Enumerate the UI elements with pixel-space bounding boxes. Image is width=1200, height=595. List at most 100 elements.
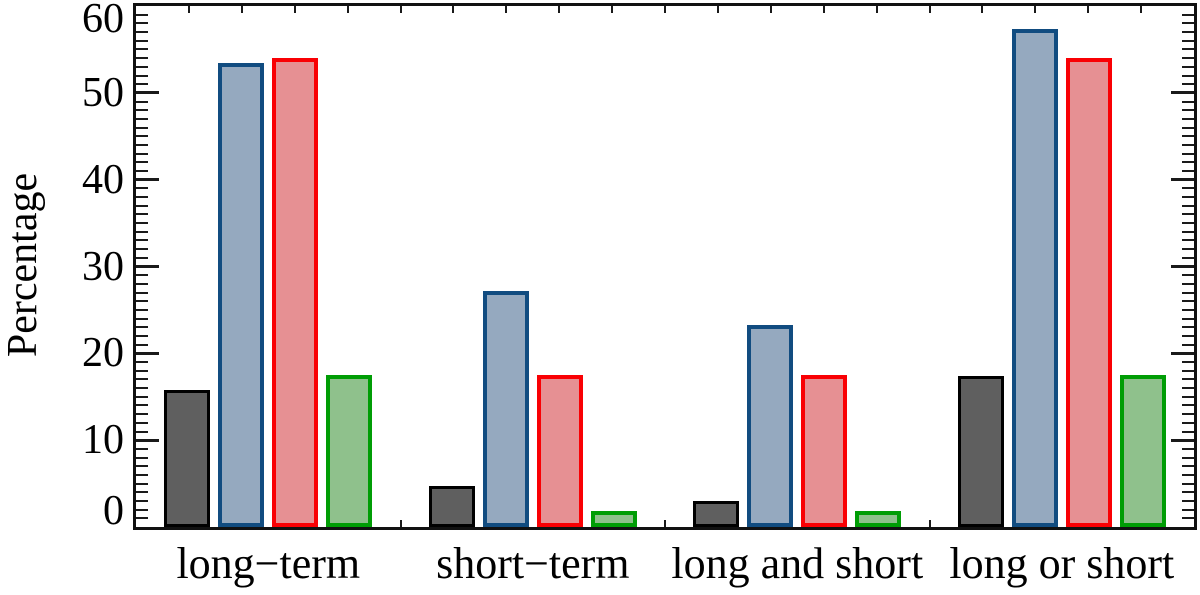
y-minor-tick-right bbox=[1182, 230, 1194, 233]
y-minor-tick-right bbox=[1182, 256, 1194, 259]
y-tick-label-50: 50 bbox=[82, 69, 124, 116]
y-minor-tick-left bbox=[136, 508, 148, 511]
y-minor-tick-right bbox=[1182, 187, 1194, 190]
y-minor-tick-right bbox=[1182, 326, 1194, 329]
y-tick-label-30: 30 bbox=[82, 243, 124, 290]
y-minor-tick-right bbox=[1182, 369, 1194, 372]
y-minor-tick-right bbox=[1182, 378, 1194, 381]
y-minor-tick-left bbox=[136, 456, 148, 459]
y-minor-tick-right bbox=[1182, 508, 1194, 511]
y-minor-tick-right bbox=[1182, 135, 1194, 138]
y-minor-tick-right bbox=[1182, 48, 1194, 51]
y-minor-tick-left bbox=[136, 447, 148, 450]
x-minor-tick-top bbox=[346, 6, 349, 13]
category-label-2: short−term bbox=[436, 539, 630, 588]
category-label-4: long or short bbox=[949, 539, 1175, 588]
y-minor-tick-left bbox=[136, 248, 148, 251]
category-label-3: long and short bbox=[671, 539, 924, 588]
x-minor-tick-top bbox=[664, 6, 666, 13]
y-minor-tick-left bbox=[136, 161, 148, 164]
x-minor-tick-top bbox=[1140, 6, 1143, 13]
y-minor-tick-left bbox=[136, 413, 148, 416]
bar-red-group2 bbox=[536, 375, 583, 527]
y-minor-tick-right bbox=[1182, 39, 1194, 42]
y-minor-tick-right bbox=[1182, 239, 1194, 242]
x-minor-tick-top bbox=[452, 6, 455, 13]
y-minor-tick-left bbox=[136, 100, 148, 103]
y-minor-tick-left bbox=[136, 222, 148, 225]
y-minor-tick-left bbox=[136, 126, 148, 129]
y-minor-tick-left bbox=[136, 387, 148, 390]
y-minor-tick-left bbox=[136, 517, 148, 520]
y-minor-tick-left bbox=[136, 343, 148, 346]
y-minor-tick-left bbox=[136, 378, 148, 381]
y-minor-tick-right bbox=[1182, 361, 1194, 363]
y-minor-tick-left bbox=[136, 300, 148, 303]
y-minor-tick-left bbox=[136, 152, 148, 155]
y-minor-tick-left bbox=[136, 170, 148, 172]
y-minor-tick-right bbox=[1182, 222, 1194, 225]
y-minor-tick-right bbox=[1182, 74, 1194, 77]
y-major-tick-left bbox=[136, 91, 159, 95]
y-minor-tick-right bbox=[1182, 126, 1194, 129]
y-minor-tick-right bbox=[1182, 22, 1194, 25]
y-tick-label-10: 10 bbox=[82, 417, 124, 464]
x-minor-tick-bottom bbox=[928, 520, 931, 527]
bar-red-group4 bbox=[1065, 58, 1112, 527]
bar-steel-blue-group3 bbox=[747, 325, 794, 527]
y-major-tick-right bbox=[1171, 91, 1194, 95]
y-tick-label-40: 40 bbox=[82, 156, 124, 203]
y-major-tick-right bbox=[1171, 178, 1194, 182]
y-major-tick-left bbox=[136, 351, 159, 355]
x-minor-tick-top bbox=[822, 6, 825, 13]
bar-green-group3 bbox=[855, 511, 902, 527]
y-minor-tick-left bbox=[136, 57, 148, 60]
y-minor-tick-right bbox=[1182, 456, 1194, 459]
y-minor-tick-right bbox=[1182, 387, 1194, 390]
y-minor-tick-left bbox=[136, 196, 148, 198]
bar-red-group1 bbox=[272, 58, 319, 527]
y-minor-tick-right bbox=[1182, 65, 1194, 68]
x-minor-tick-top bbox=[769, 6, 772, 13]
x-minor-tick-bottom bbox=[399, 520, 402, 527]
y-minor-tick-left bbox=[136, 404, 148, 407]
y-minor-tick-left bbox=[136, 13, 148, 16]
y-minor-tick-right bbox=[1182, 13, 1194, 16]
y-major-tick-left bbox=[136, 265, 159, 268]
y-minor-tick-left bbox=[136, 430, 148, 433]
y-minor-tick-right bbox=[1182, 161, 1194, 164]
y-minor-tick-left bbox=[136, 291, 148, 294]
y-minor-tick-left bbox=[136, 187, 148, 190]
y-major-tick-left bbox=[136, 178, 159, 182]
y-minor-tick-right bbox=[1182, 491, 1194, 494]
y-major-tick-left bbox=[136, 438, 159, 442]
y-minor-tick-right bbox=[1182, 317, 1194, 320]
y-minor-tick-right bbox=[1182, 31, 1194, 34]
y-minor-tick-left bbox=[136, 326, 148, 329]
y-minor-tick-left bbox=[136, 74, 148, 77]
y-minor-tick-right bbox=[1182, 274, 1194, 277]
y-minor-tick-left bbox=[136, 491, 148, 494]
y-tick-label-0: 0 bbox=[103, 488, 124, 534]
y-minor-tick-right bbox=[1182, 196, 1194, 198]
y-minor-tick-right bbox=[1182, 282, 1194, 285]
y-minor-tick-left bbox=[136, 482, 148, 485]
y-minor-tick-left bbox=[136, 335, 148, 337]
y-minor-tick-left bbox=[136, 31, 148, 34]
bar-steel-blue-group1 bbox=[218, 63, 265, 527]
x-minor-tick-top bbox=[928, 6, 931, 13]
y-minor-tick-left bbox=[136, 282, 148, 285]
y-tick-label-20: 20 bbox=[82, 330, 124, 377]
y-minor-tick-left bbox=[136, 473, 148, 476]
y-major-tick-right bbox=[1171, 351, 1194, 355]
bar-dark-gray-group2 bbox=[428, 486, 475, 527]
x-minor-tick-top bbox=[875, 6, 878, 13]
bar-green-group2 bbox=[590, 511, 637, 527]
x-minor-tick-bottom bbox=[664, 520, 666, 527]
y-minor-tick-right bbox=[1182, 447, 1194, 450]
y-minor-tick-left bbox=[136, 39, 148, 42]
bar-steel-blue-group4 bbox=[1011, 29, 1058, 527]
y-minor-tick-left bbox=[136, 109, 148, 112]
y-minor-tick-left bbox=[136, 83, 148, 86]
y-minor-tick-right bbox=[1182, 109, 1194, 112]
